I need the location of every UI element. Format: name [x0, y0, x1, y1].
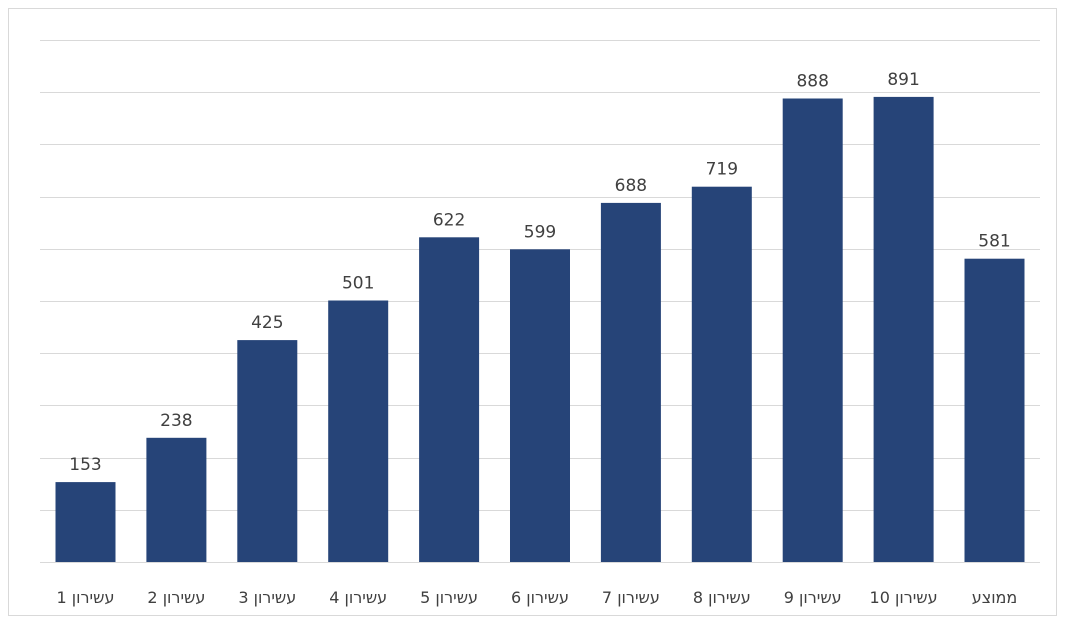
data-label: 238 [160, 411, 192, 431]
bar [328, 300, 389, 562]
x-tick-label: עשירון 6 [511, 588, 569, 607]
x-tick-label: עשירון 5 [420, 588, 478, 607]
bar [964, 258, 1025, 562]
x-tick-label: עשירון 1 [57, 588, 115, 607]
bar [600, 202, 661, 562]
data-label: 622 [433, 210, 465, 230]
bar [873, 96, 934, 563]
data-label: 719 [706, 160, 738, 180]
x-tick-label: עשירון 7 [602, 588, 660, 607]
x-tick-label: עשירון 2 [147, 588, 205, 607]
x-tick-label: עשירון 4 [329, 588, 387, 607]
bar [419, 237, 480, 563]
data-label: 425 [251, 313, 283, 333]
bar [55, 482, 116, 562]
bar [237, 340, 298, 562]
data-label: 599 [524, 222, 556, 242]
bar [691, 186, 752, 562]
data-label: 501 [342, 274, 374, 294]
x-tick-label: עשירון 8 [693, 588, 751, 607]
x-tick-label: עשירון 10 [870, 588, 938, 607]
bar [782, 98, 843, 562]
x-tick-label: עשירון 9 [784, 588, 842, 607]
x-tick-label: ממוצע [972, 588, 1018, 607]
data-label: 153 [69, 455, 101, 475]
data-label: 581 [978, 232, 1010, 252]
bar [510, 249, 570, 563]
x-tick-label: עשירון 3 [238, 588, 296, 607]
bar [146, 437, 207, 562]
data-label: 891 [887, 70, 919, 90]
data-label: 888 [796, 72, 828, 92]
data-label: 688 [615, 176, 647, 196]
